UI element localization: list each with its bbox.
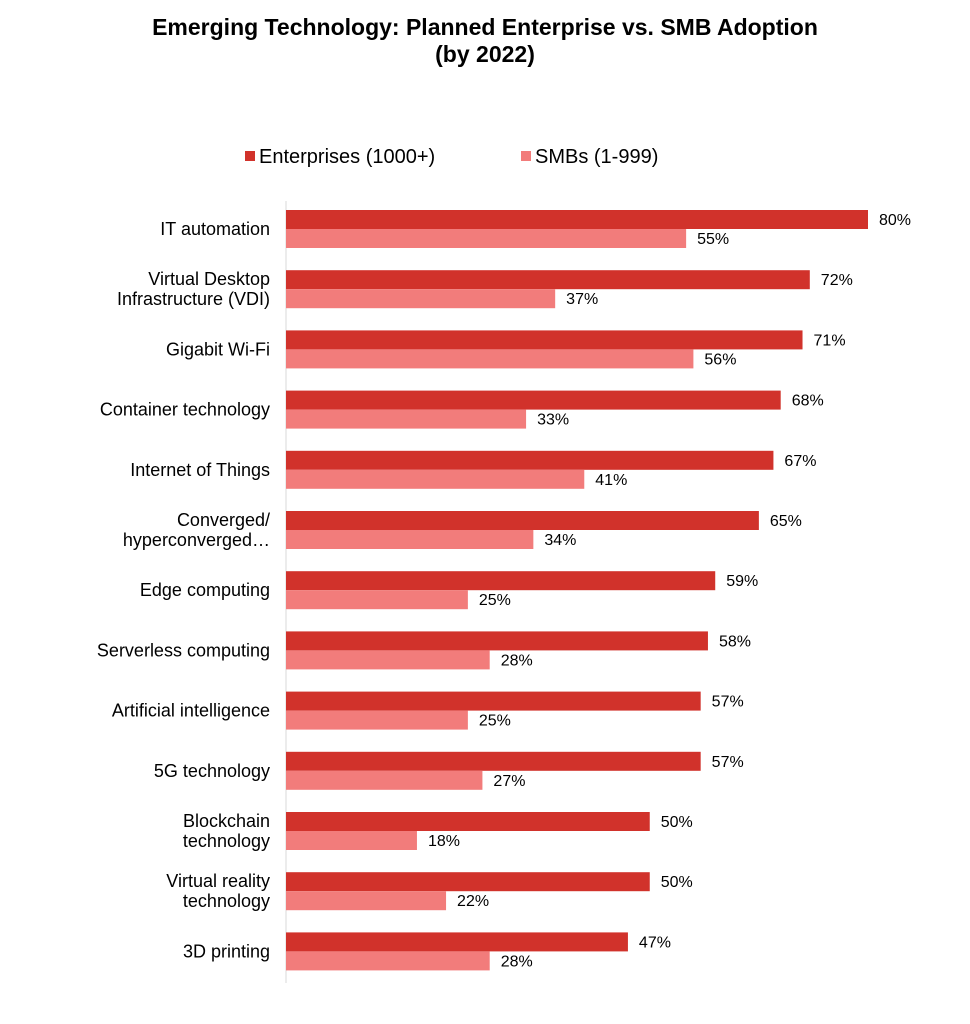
data-label-smb-artificial-intelligence: 25% <box>479 713 511 730</box>
category-label-line: Edge computing <box>140 580 270 600</box>
bar-enterprise-3d-printing <box>286 932 628 952</box>
data-label-smb-3d-printing: 28% <box>501 953 533 970</box>
category-label-5g-technology: 5G technology <box>154 761 270 781</box>
data-label-enterprise-artificial-intelligence: 57% <box>712 694 744 711</box>
data-label-enterprise-blockchain-technology: 50% <box>661 814 693 831</box>
chart-title: Emerging Technology: Planned Enterprise … <box>0 14 970 68</box>
legend-swatch-enterprises <box>245 151 255 161</box>
bar-enterprise-it-automation <box>286 210 868 229</box>
bar-smb-5g-technology <box>286 770 483 790</box>
category-label-line: Blockchain <box>183 811 270 831</box>
bar-smb-virtual-reality-technology <box>286 891 447 911</box>
data-label-enterprise-virtual-desktop-infrastructure-vdi: 72% <box>821 272 853 289</box>
category-label-line: Artificial intelligence <box>112 701 270 721</box>
data-label-smb-it-automation: 55% <box>697 231 729 248</box>
data-label-enterprise-5g-technology: 57% <box>712 754 744 771</box>
bar-smb-serverless-computing <box>286 650 490 670</box>
category-label-virtual-desktop-infrastructure-vdi: Virtual Desktop Infrastructure (VDI) <box>117 269 270 309</box>
bar-enterprise-edge-computing <box>286 571 716 591</box>
bar-enterprise-blockchain-technology <box>286 812 650 831</box>
legend-item-smbs: SMBs (1-999) <box>521 146 658 168</box>
data-label-smb-virtual-desktop-infrastructure-vdi: 37% <box>566 291 598 308</box>
data-label-enterprise-it-automation: 80% <box>879 212 911 229</box>
category-label-line: technology <box>183 891 270 911</box>
legend-label-enterprises: Enterprises (1000+) <box>259 146 435 168</box>
bar-enterprise-container-technology <box>286 390 781 410</box>
bar-smb-edge-computing <box>286 590 468 610</box>
category-label-container-technology: Container technology <box>100 400 270 420</box>
bar-enterprise-gigabit-wi-fi <box>286 330 803 350</box>
category-label-line: Virtual Desktop <box>148 269 270 289</box>
plot-area: IT automation 80% 55% Virtual Desktop Infras… <box>97 210 911 971</box>
category-label-line: Internet of Things <box>130 460 270 480</box>
data-label-smb-5g-technology: 27% <box>493 773 525 790</box>
category-label-line: Gigabit Wi-Fi <box>166 339 270 359</box>
bar-enterprise-5g-technology <box>286 751 701 771</box>
data-label-smb-virtual-reality-technology: 22% <box>457 893 489 910</box>
legend-swatch-smbs <box>521 151 531 161</box>
bar-enterprise-serverless-computing <box>286 631 708 651</box>
category-label-blockchain-technology: Blockchain technology <box>183 811 270 851</box>
bar-enterprise-internet-of-things <box>286 450 774 470</box>
bar-enterprise-virtual-reality-technology <box>286 872 650 892</box>
data-label-smb-gigabit-wi-fi: 56% <box>704 351 736 368</box>
category-label-line: Infrastructure (VDI) <box>117 289 270 309</box>
data-label-enterprise-serverless-computing: 58% <box>719 633 751 650</box>
data-label-smb-edge-computing: 25% <box>479 592 511 609</box>
category-label-converged-hyperconverged: Converged/hyperconverged… <box>123 510 270 550</box>
category-label-edge-computing: Edge computing <box>140 580 270 600</box>
bar-smb-gigabit-wi-fi <box>286 349 694 369</box>
category-label-3d-printing: 3D printing <box>183 941 270 961</box>
bar-smb-it-automation <box>286 229 687 248</box>
bar-smb-3d-printing <box>286 951 490 971</box>
data-label-smb-container-technology: 33% <box>537 412 569 429</box>
data-label-enterprise-container-technology: 68% <box>792 393 824 410</box>
category-label-line: hyperconverged… <box>123 530 270 550</box>
bar-enterprise-artificial-intelligence <box>286 691 701 711</box>
data-label-enterprise-edge-computing: 59% <box>726 573 758 590</box>
bar-enterprise-virtual-desktop-infrastructure-vdi <box>286 270 810 290</box>
data-label-smb-converged-hyperconverged: 34% <box>544 532 576 549</box>
category-label-line: Serverless computing <box>97 640 270 660</box>
data-label-enterprise-virtual-reality-technology: 50% <box>661 874 693 891</box>
chart-title-line-1: Emerging Technology: Planned Enterprise … <box>152 14 818 40</box>
bar-smb-virtual-desktop-infrastructure-vdi <box>286 289 556 309</box>
category-label-virtual-reality-technology: Virtual reality technology <box>166 871 270 911</box>
legend-item-enterprises: Enterprises (1000+) <box>245 146 435 168</box>
category-label-line: Virtual reality <box>166 871 270 891</box>
category-label-line: technology <box>183 831 270 851</box>
category-label-line: IT automation <box>160 219 270 239</box>
category-label-internet-of-things: Internet of Things <box>130 460 270 480</box>
category-label-gigabit-wi-fi: Gigabit Wi-Fi <box>166 339 270 359</box>
data-label-enterprise-gigabit-wi-fi: 71% <box>814 332 846 349</box>
bar-enterprise-converged-hyperconverged <box>286 511 759 530</box>
data-label-smb-blockchain-technology: 18% <box>428 833 460 850</box>
category-label-line: 5G technology <box>154 761 270 781</box>
data-label-smb-internet-of-things: 41% <box>595 472 627 489</box>
chart-title-line-2: (by 2022) <box>435 41 535 67</box>
legend-label-smbs: SMBs (1-999) <box>535 146 658 168</box>
data-label-enterprise-converged-hyperconverged: 65% <box>770 513 802 530</box>
category-label-it-automation: IT automation <box>160 219 270 239</box>
category-label-line: 3D printing <box>183 941 270 961</box>
bar-smb-artificial-intelligence <box>286 710 468 730</box>
bar-smb-internet-of-things <box>286 469 585 489</box>
category-label-line: Converged/ <box>177 510 270 530</box>
legend: Enterprises (1000+) SMBs (1-999) <box>245 146 658 168</box>
data-label-enterprise-3d-printing: 47% <box>639 934 671 951</box>
category-label-serverless-computing: Serverless computing <box>97 640 270 660</box>
data-label-smb-serverless-computing: 28% <box>501 652 533 669</box>
category-label-line: Container technology <box>100 400 270 420</box>
bar-smb-converged-hyperconverged <box>286 530 534 549</box>
category-label-artificial-intelligence: Artificial intelligence <box>112 701 270 721</box>
data-label-enterprise-internet-of-things: 67% <box>784 453 816 470</box>
bar-smb-container-technology <box>286 409 527 429</box>
bar-smb-blockchain-technology <box>286 831 417 850</box>
